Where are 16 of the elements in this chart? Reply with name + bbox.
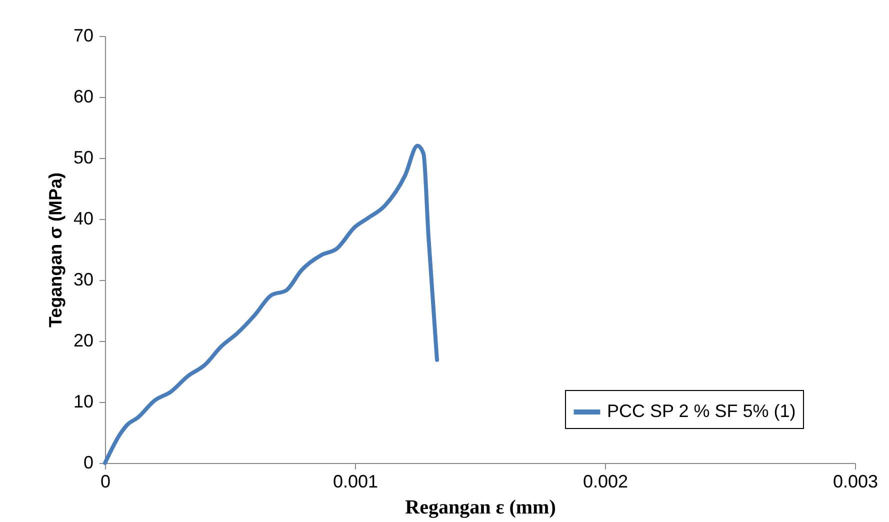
line-series <box>103 144 439 465</box>
y-tick-label: 0 <box>83 452 94 472</box>
legend-label: PCC SP 2 % SF 5% (1) <box>607 401 796 421</box>
x-tick-label: 0 <box>100 472 111 492</box>
x-tick-label: 0.003 <box>832 472 878 492</box>
y-tick-label: 10 <box>73 392 94 412</box>
y-tick-label: 50 <box>73 148 94 168</box>
x-axis-title: Regangan ε (mm) <box>405 496 556 518</box>
y-tick-label: 60 <box>73 86 94 106</box>
y-tick-label: 30 <box>73 270 94 290</box>
x-tick-label: 0.001 <box>332 472 378 492</box>
y-tick-label: 20 <box>73 330 94 350</box>
y-tick-label: 40 <box>73 208 94 228</box>
y-tick-label: 70 <box>73 26 94 46</box>
x-tick-label: 0.002 <box>582 472 628 492</box>
y-axis-title: Tegangan σ (MPa) <box>45 172 66 328</box>
